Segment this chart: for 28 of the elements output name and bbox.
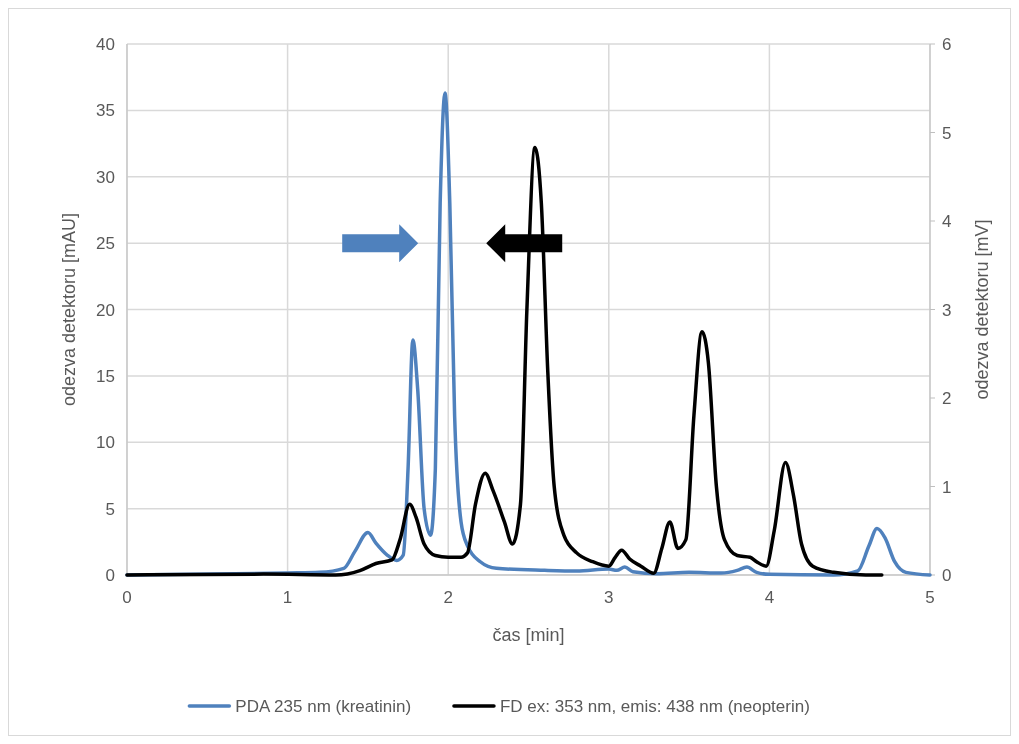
legend-label: PDA 235 nm (kreatinin) — [235, 697, 412, 716]
y-tick-label: 40 — [96, 35, 115, 54]
y-tick-label: 25 — [96, 234, 115, 254]
y-tick-label: 0 — [105, 566, 115, 585]
y-tick-label: 20 — [96, 300, 115, 320]
y2-tick-label: 1 — [942, 477, 952, 497]
y-tick-label: 30 — [96, 167, 115, 187]
x-axis-title: čas [min] — [492, 625, 565, 645]
y2-tick-label: 2 — [942, 389, 952, 408]
y2-tick-label: 6 — [942, 35, 952, 54]
y2-tick-label: 3 — [942, 300, 952, 320]
y-tick-label: 15 — [96, 366, 115, 386]
y-tick-label: 5 — [105, 499, 115, 519]
x-tick-label: 4 — [764, 588, 775, 607]
x-tick-label: 1 — [282, 588, 293, 607]
legend-label: FD ex: 353 nm, emis: 438 nm (neopterin) — [499, 697, 810, 716]
x-tick-label: 3 — [604, 588, 614, 607]
y-tick-label: 35 — [96, 101, 115, 121]
x-tick-label: 5 — [925, 588, 935, 607]
x-tick-label: 2 — [443, 588, 453, 607]
x-tick-label: 0 — [122, 588, 132, 607]
y2-tick-label: 4 — [942, 212, 952, 231]
y2-tick-label: 5 — [942, 123, 952, 143]
y2-tick-label: 0 — [942, 566, 952, 585]
y-axis-title: odezva detektoru [mAU] — [59, 212, 79, 407]
y2-axis-title: odezva detektoru [mV] — [972, 219, 992, 400]
line-series — [125, 145, 884, 577]
y-tick-label: 10 — [96, 433, 115, 453]
